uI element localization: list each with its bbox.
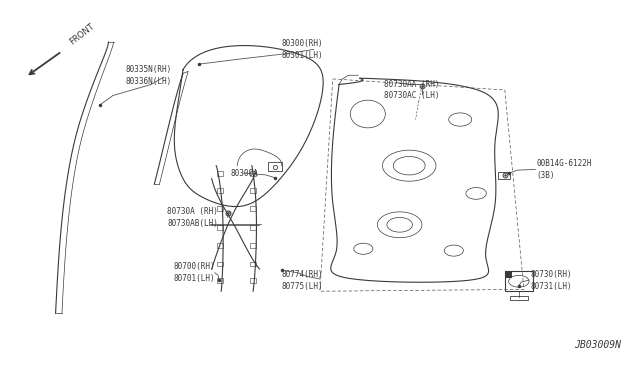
Bar [250, 278, 255, 283]
Bar [510, 296, 528, 301]
Text: 80300(RH)
80301(LH): 80300(RH) 80301(LH) [282, 39, 323, 60]
Bar [217, 188, 223, 193]
Text: 80774(RH)
80775(LH): 80774(RH) 80775(LH) [282, 270, 323, 291]
Text: FRONT: FRONT [68, 22, 97, 46]
Bar [250, 188, 255, 193]
Text: 80335N(RH)
80336N(LH): 80335N(RH) 80336N(LH) [125, 65, 172, 86]
Text: 80730A (RH)
80730AB(LH): 80730A (RH) 80730AB(LH) [167, 207, 218, 228]
Text: 80300A: 80300A [231, 169, 259, 177]
Bar [268, 162, 282, 171]
Bar [217, 262, 223, 266]
Text: 00B14G-6122H
(3B): 00B14G-6122H (3B) [537, 159, 592, 180]
Bar [217, 243, 223, 248]
Bar [250, 206, 255, 211]
Bar [217, 278, 223, 283]
Text: 80730AA (RH)
80730AC (LH): 80730AA (RH) 80730AC (LH) [384, 80, 439, 100]
Bar [217, 171, 223, 176]
Text: 80730(RH)
80731(LH): 80730(RH) 80731(LH) [531, 270, 572, 291]
Bar [499, 172, 510, 179]
Bar [217, 225, 223, 230]
Bar [505, 271, 513, 278]
Bar [505, 271, 534, 291]
Bar [250, 262, 255, 266]
Bar [250, 225, 255, 230]
Bar [250, 171, 255, 176]
Bar [250, 243, 255, 248]
Text: 80700(RH)
80701(LH): 80700(RH) 80701(LH) [173, 262, 215, 283]
Text: JB03009N: JB03009N [573, 340, 621, 350]
Bar [217, 206, 223, 211]
